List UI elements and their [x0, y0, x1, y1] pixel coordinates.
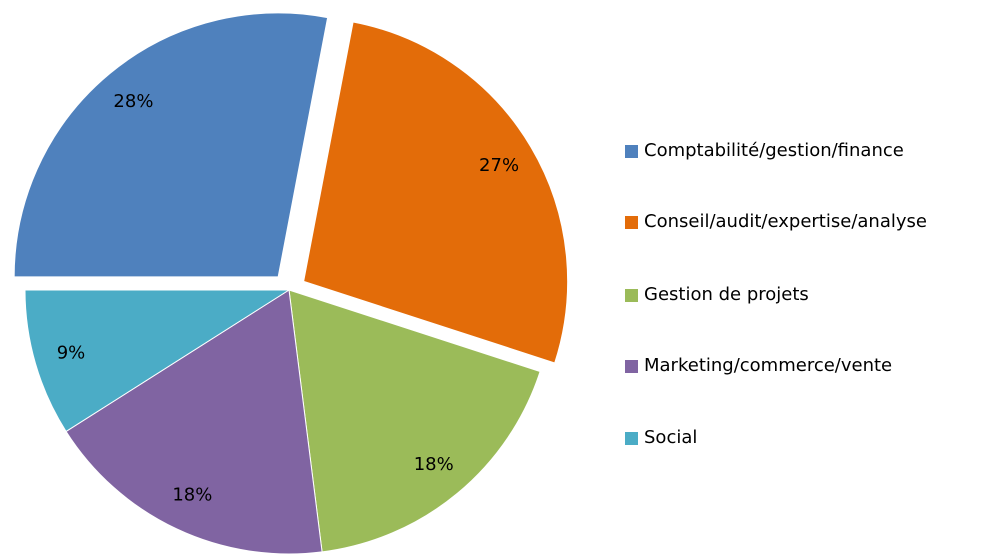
data-label: 27% [479, 155, 519, 176]
legend-label: Social [644, 427, 697, 448]
pie-slice [13, 12, 329, 278]
data-label: 18% [414, 454, 454, 475]
legend-swatch [625, 216, 638, 229]
legend-label: Gestion de projets [644, 284, 809, 305]
legend-label: Conseil/audit/expertise/analyse [644, 211, 927, 232]
legend-swatch [625, 432, 638, 445]
pie-slice [24, 289, 291, 433]
legend-label: Comptabilité/gestion/finance [644, 140, 904, 161]
data-label: 18% [172, 484, 212, 505]
legend-swatch [625, 289, 638, 302]
pie-slice [288, 289, 541, 553]
data-label: 9% [57, 342, 86, 363]
pie-slice [303, 21, 569, 364]
legend-label: Marketing/commerce/vente [644, 355, 892, 376]
legend-swatch [625, 145, 638, 158]
data-label: 28% [113, 91, 153, 112]
legend-swatch [625, 360, 638, 373]
